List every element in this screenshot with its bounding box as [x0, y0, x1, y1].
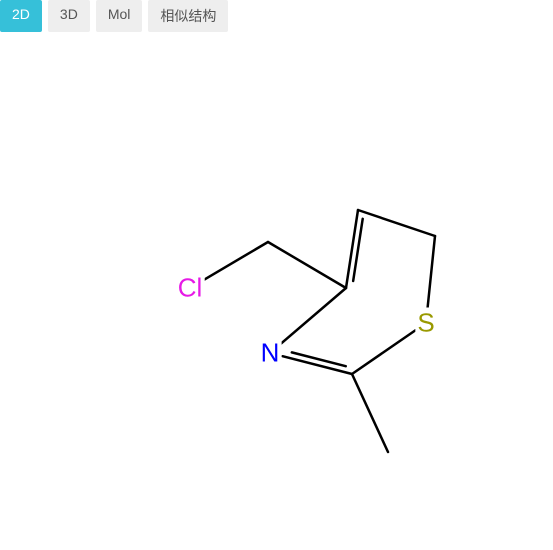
atom-cl: Cl: [176, 273, 205, 304]
tab-similar[interactable]: 相似结构: [148, 0, 228, 32]
tab-mol[interactable]: Mol: [96, 0, 143, 32]
tab-2d[interactable]: 2D: [0, 0, 42, 32]
structure-canvas: Cl S N: [0, 30, 553, 545]
view-tabs: 2D 3D Mol 相似结构: [0, 0, 553, 32]
molecule-svg: [0, 30, 553, 545]
tab-3d[interactable]: 3D: [48, 0, 90, 32]
atom-n: N: [259, 338, 282, 369]
atom-s: S: [415, 308, 436, 339]
